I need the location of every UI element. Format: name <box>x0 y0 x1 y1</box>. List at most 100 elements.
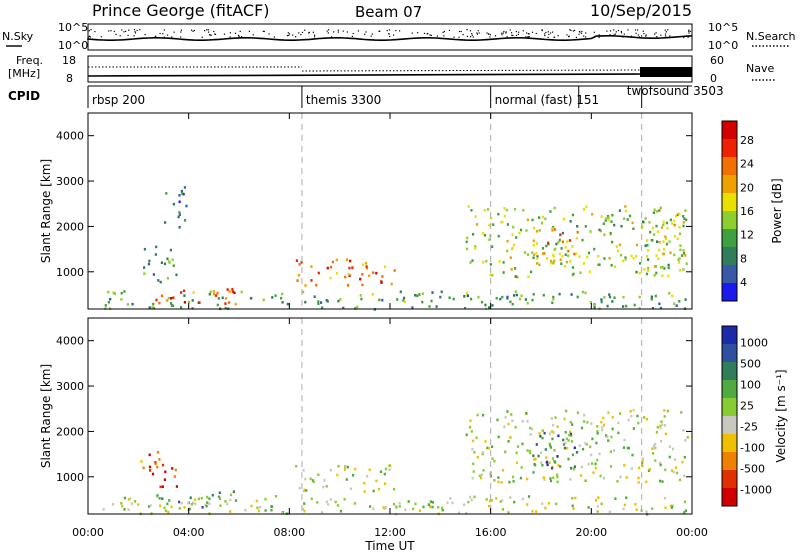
echo-cell <box>281 292 284 296</box>
cpid-segment-label: twofsound 3503 <box>627 84 724 98</box>
echo-cell <box>557 464 560 467</box>
echo-cell <box>597 263 600 267</box>
echo-cell <box>611 415 614 419</box>
echo-cell <box>556 480 559 484</box>
echo-cell <box>519 476 522 480</box>
echo-cell <box>465 247 469 251</box>
echo-cell <box>666 409 669 413</box>
echo-cell <box>571 266 575 269</box>
echo-cell <box>569 420 572 424</box>
echo-cell <box>568 239 572 242</box>
nsearch-dot <box>113 30 115 33</box>
nsearch-dot <box>550 32 552 34</box>
echo-cell <box>637 421 640 425</box>
echo-cell <box>393 488 396 491</box>
echo-cell <box>602 416 605 420</box>
echo-cell <box>167 510 170 514</box>
echo-cell <box>178 194 181 197</box>
echo-cell <box>531 251 534 254</box>
echo-cell <box>515 451 518 455</box>
echo-cell <box>226 502 229 506</box>
nsearch-dot <box>370 35 372 37</box>
echo-cell <box>613 296 616 299</box>
echo-cell <box>535 252 538 255</box>
echo-cell <box>549 446 553 449</box>
echo-cell <box>602 476 605 480</box>
echo-cell <box>538 432 541 435</box>
echo-cell <box>484 440 487 443</box>
echo-cell <box>569 478 572 481</box>
echo-cell <box>620 224 623 228</box>
echo-cell <box>673 302 676 306</box>
echo-cell <box>541 247 545 250</box>
echo-cell <box>596 458 599 462</box>
echo-cell <box>539 434 542 438</box>
nsearch-dot <box>518 31 520 33</box>
echo-cell <box>468 426 472 429</box>
echo-cell <box>668 455 671 459</box>
echo-cell <box>170 304 173 307</box>
nave-label: Nave <box>746 62 774 75</box>
echo-cell <box>470 430 473 433</box>
echo-cell <box>326 266 329 270</box>
nsearch-dot <box>312 31 314 33</box>
echo-cell <box>526 218 529 222</box>
echo-cell <box>572 272 575 276</box>
echo-cell <box>685 262 688 265</box>
echo-cell <box>325 500 328 504</box>
nsearch-dot <box>548 33 550 35</box>
echo-cell <box>641 457 644 460</box>
echo-cell <box>149 469 152 472</box>
echo-cell <box>629 410 632 413</box>
echo-cell <box>625 496 628 499</box>
echo-cell <box>606 435 609 439</box>
echo-cell <box>510 268 513 271</box>
colorbar-segment <box>722 139 737 158</box>
echo-cell <box>180 189 183 193</box>
echo-cell <box>675 304 678 307</box>
echo-cell <box>531 510 534 513</box>
colorbar-tick-label: 8 <box>740 252 747 265</box>
echo-cell <box>226 288 229 291</box>
echo-cell <box>166 299 169 302</box>
echo-cell <box>194 502 197 506</box>
echo-cell <box>684 509 687 512</box>
nsearch-dot <box>528 36 530 38</box>
echo-cell <box>662 252 665 256</box>
echo-cell <box>610 264 613 267</box>
echo-cell <box>570 434 573 437</box>
nsearch-dot <box>337 29 339 31</box>
echo-cell <box>372 489 375 493</box>
echo-cell <box>143 272 146 275</box>
echo-cell <box>206 495 209 499</box>
colorbar-segment <box>722 452 737 471</box>
echo-cell <box>611 213 614 217</box>
nsearch-dot <box>528 33 530 35</box>
nsearch-dot <box>566 34 568 36</box>
echo-cell <box>489 273 492 277</box>
echo-cell <box>513 294 516 297</box>
echo-cell <box>183 186 186 189</box>
colorbar-tick-label: -1000 <box>740 483 772 496</box>
echo-cell <box>608 257 611 260</box>
echo-cell <box>121 504 124 508</box>
echo-cell <box>565 409 568 413</box>
echo-cell <box>540 451 543 454</box>
echo-cell <box>564 246 567 249</box>
echo-cell <box>353 502 356 505</box>
echo-cell <box>228 290 231 293</box>
echo-cell <box>537 454 540 458</box>
echo-cell <box>583 413 586 417</box>
nsearch-dot <box>248 30 250 32</box>
nsearch-dot <box>229 36 231 38</box>
nsearch-dot <box>352 32 354 35</box>
echo-cell <box>647 258 650 261</box>
x-tick-label: 12:00 <box>374 526 406 539</box>
echo-cell <box>659 479 662 483</box>
echo-cell <box>568 433 571 437</box>
nsearch-dot <box>526 32 528 34</box>
echo-cell <box>208 292 211 296</box>
echo-cell <box>602 423 606 427</box>
echo-cell <box>558 238 561 242</box>
echo-cell <box>664 235 667 239</box>
